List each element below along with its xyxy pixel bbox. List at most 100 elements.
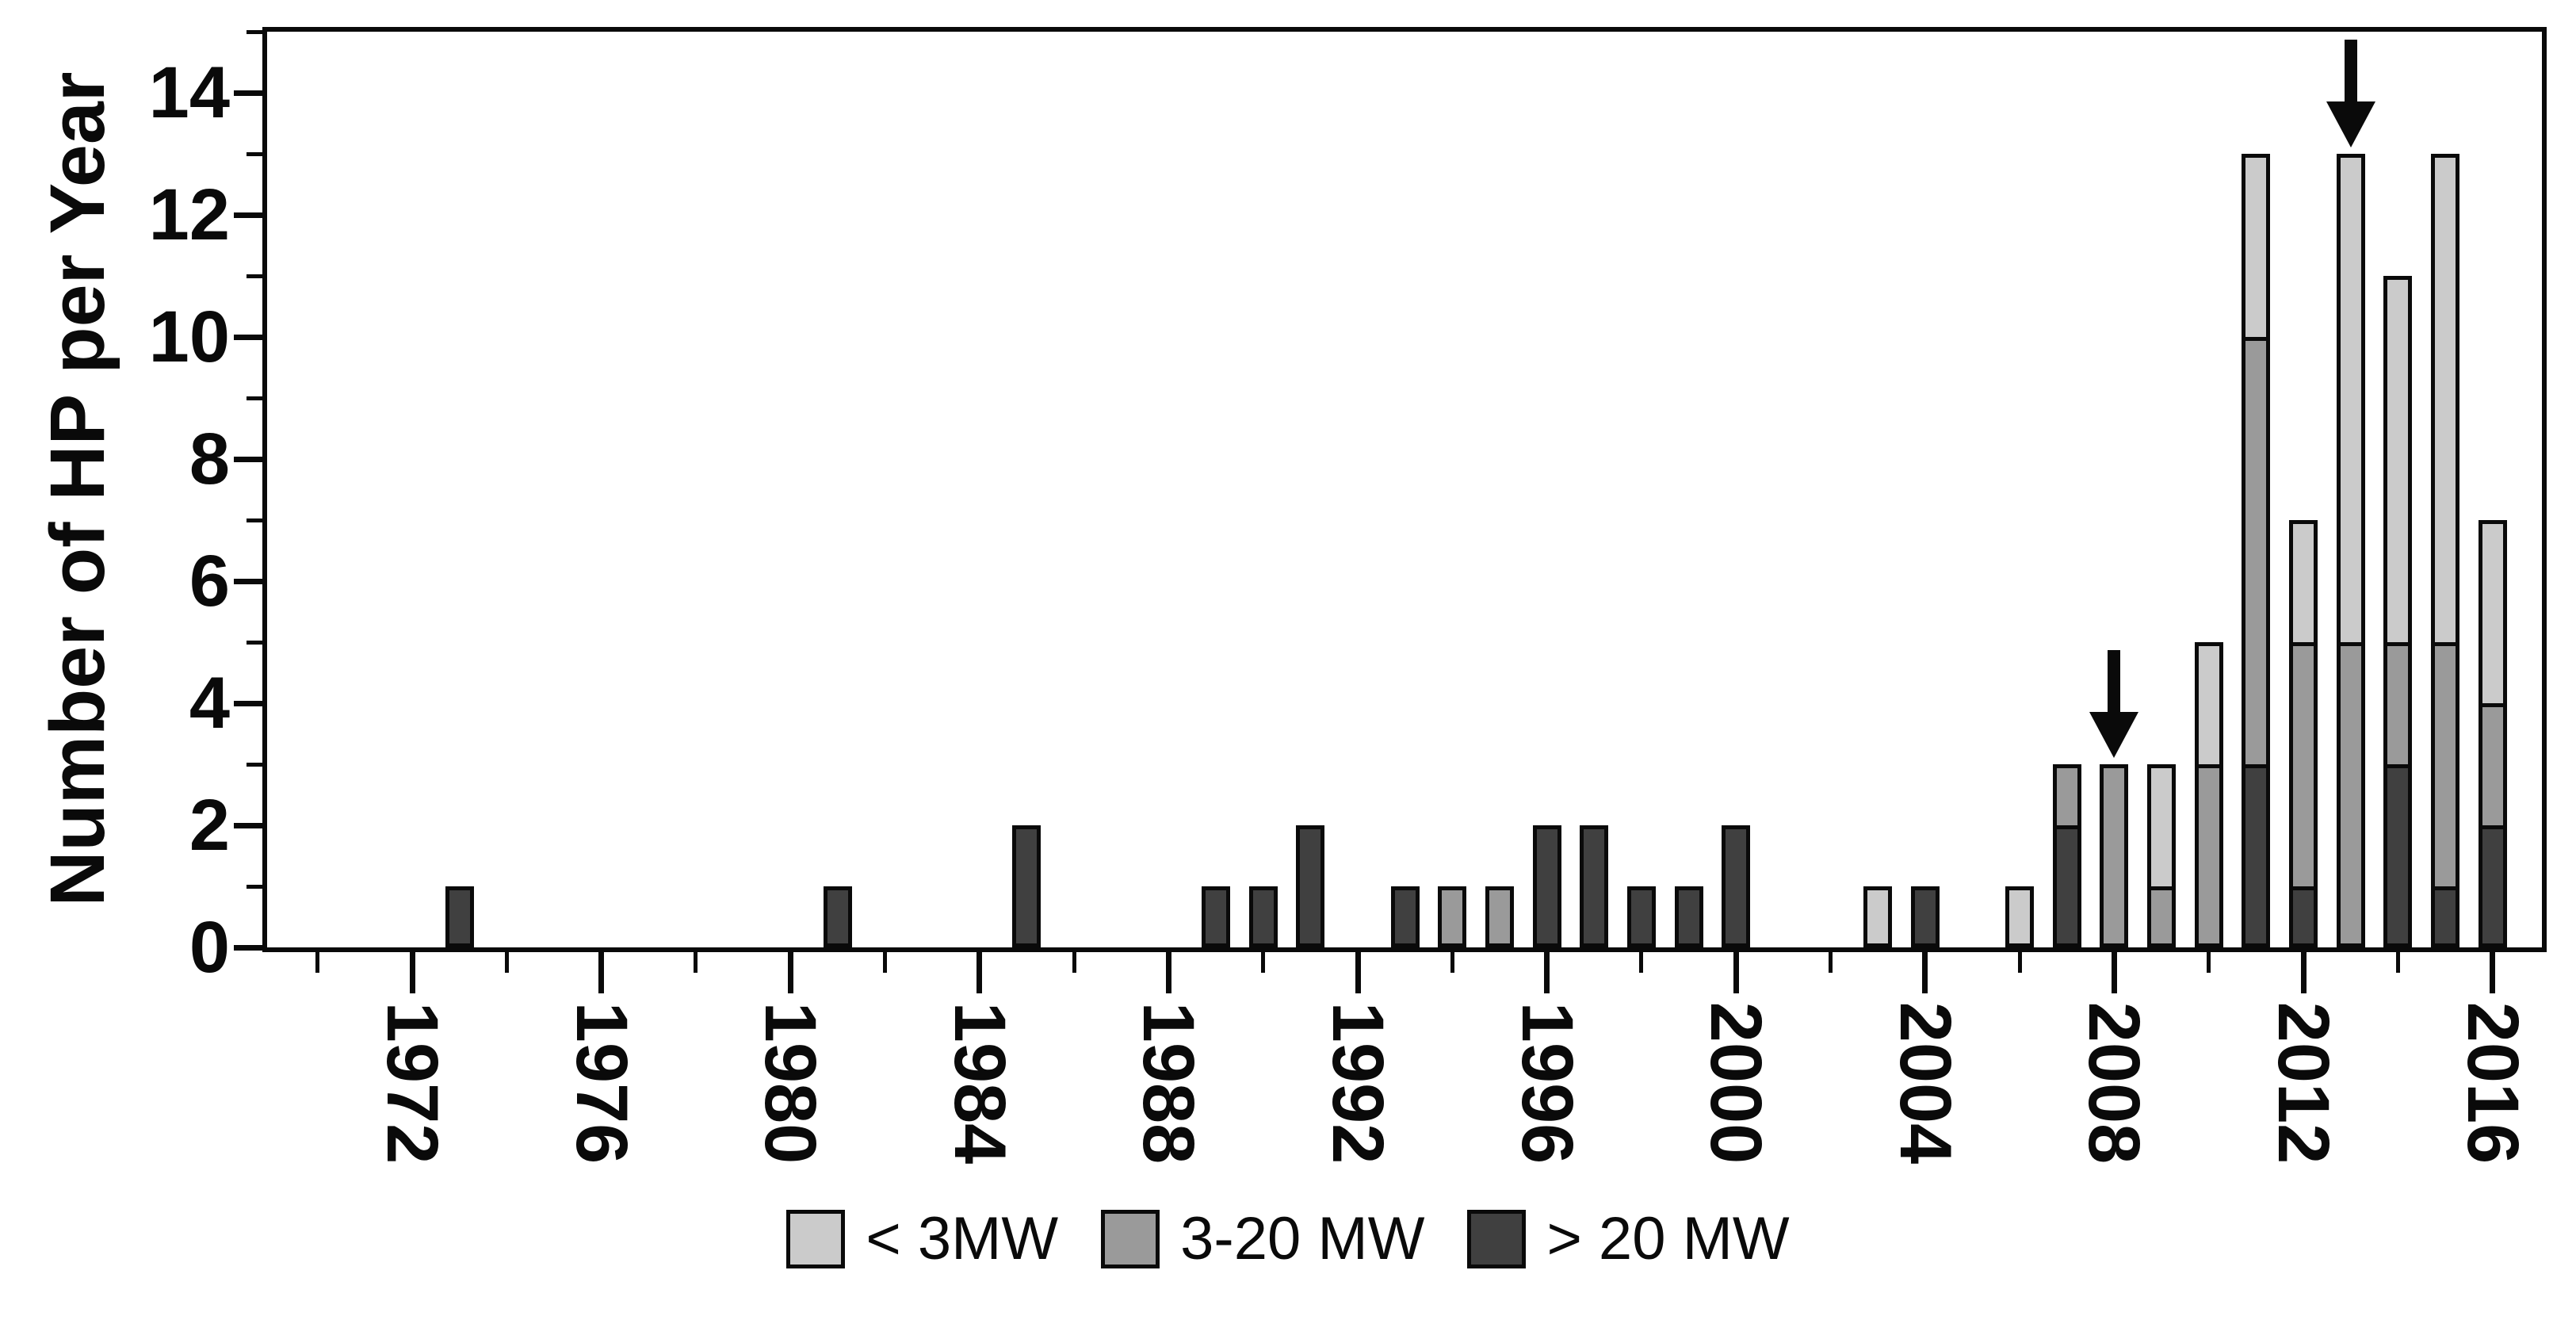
bar-segment-mid (2194, 764, 2223, 947)
bar-segment-gt20 (1626, 886, 1656, 947)
bar-2012 (2289, 32, 2318, 947)
legend-label: < 3MW (866, 1205, 1059, 1272)
y-major-tick (234, 90, 267, 96)
y-tick-label-0: 0 (189, 907, 230, 988)
y-minor-tick (247, 640, 267, 645)
bar-segment-mid (2052, 764, 2081, 829)
x-tick-label-2004: 2004 (1884, 1001, 1966, 1165)
bar-segment-gt20 (823, 886, 852, 947)
down-arrow-2013 (2326, 40, 2376, 147)
bar-segment-gt20 (2430, 886, 2459, 947)
x-tick-label-1992: 1992 (1317, 1001, 1398, 1165)
bar-2011 (2242, 32, 2271, 947)
bar-segment-lt3 (2194, 642, 2223, 768)
bar-segment-mid (2383, 642, 2413, 768)
x-tick-label-2012: 2012 (2263, 1001, 2344, 1165)
bar-segment-mid (2147, 886, 2177, 947)
y-tick-label-12: 12 (148, 174, 230, 255)
y-minor-tick (247, 151, 267, 156)
bar-segment-gt20 (1532, 825, 1561, 947)
bar-segment-gt20 (2242, 764, 2271, 947)
x-minor-tick (694, 949, 698, 973)
bar-segment-mid (2242, 337, 2271, 768)
x-tick-label-1984: 1984 (938, 1001, 1020, 1165)
bar-segment-gt20 (1722, 825, 1751, 947)
x-tick-label-1976: 1976 (560, 1001, 642, 1165)
bar-2013 (2336, 32, 2365, 947)
x-tick-label-2016: 2016 (2452, 1001, 2533, 1165)
bar-1973 (445, 32, 474, 947)
legend-item: 3-20 MW (1101, 1203, 1424, 1275)
bar-segment-mid (2430, 642, 2459, 890)
bar-segment-gt20 (445, 886, 474, 947)
y-tick-label-6: 6 (189, 541, 230, 622)
x-major-tick (1355, 949, 1361, 993)
bar-segment-lt3 (1863, 886, 1893, 947)
bar-segment-gt20 (2052, 825, 2081, 947)
arrow-head (2326, 101, 2375, 147)
arrow-shaft (2108, 650, 2121, 712)
x-major-tick (787, 949, 793, 993)
bar-1998 (1626, 32, 1656, 947)
bar-segment-gt20 (2383, 764, 2413, 947)
bar-1981 (823, 32, 852, 947)
x-major-tick (2300, 949, 2307, 993)
x-tick-label-1980: 1980 (750, 1001, 831, 1165)
x-minor-tick (1072, 949, 1076, 973)
bar-1993 (1390, 32, 1420, 947)
legend-label: > 20 MW (1546, 1205, 1790, 1272)
bar-segment-mid (2100, 764, 2129, 947)
bar-segment-lt3 (2242, 154, 2271, 341)
bar-segment-mid (1485, 886, 1514, 947)
x-minor-tick (2017, 949, 2022, 973)
arrow-shaft (2344, 40, 2357, 101)
bar-1994 (1438, 32, 1467, 947)
x-minor-tick (1639, 949, 1644, 973)
bar-segment-lt3 (2005, 886, 2035, 947)
bar-segment-gt20 (1248, 886, 1278, 947)
bar-1985 (1012, 32, 1041, 947)
bar-1995 (1485, 32, 1514, 947)
bar-segment-lt3 (2430, 154, 2459, 646)
bar-2015 (2430, 32, 2459, 947)
bar-segment-gt20 (2289, 886, 2318, 947)
x-minor-tick (1829, 949, 1833, 973)
x-tick-label-1972: 1972 (372, 1001, 453, 1165)
bar-segment-gt20 (1390, 886, 1420, 947)
legend: < 3MW 3-20 MW > 20 MW (0, 1188, 2576, 1291)
y-minor-tick (247, 884, 267, 889)
y-tick-label-8: 8 (189, 419, 230, 499)
bar-1996 (1532, 32, 1561, 947)
bar-2007 (2052, 32, 2081, 947)
bar-2006 (2005, 32, 2035, 947)
legend-label: 3-20 MW (1180, 1205, 1425, 1272)
x-major-tick (977, 949, 983, 993)
bar-2008 (2100, 32, 2129, 947)
plot-area (262, 27, 2547, 952)
bar-segment-lt3 (2383, 276, 2413, 646)
x-tick-label-1988: 1988 (1128, 1001, 1210, 1165)
x-major-tick (409, 949, 415, 993)
x-major-tick (1544, 949, 1550, 993)
y-tick-label-2: 2 (189, 785, 230, 866)
x-major-tick (598, 949, 605, 993)
bar-segment-lt3 (2478, 520, 2507, 707)
legend-item: < 3MW (786, 1203, 1058, 1275)
x-major-tick (1922, 949, 1928, 993)
bar-segment-gt20 (1580, 825, 1609, 947)
y-minor-tick (247, 274, 267, 278)
bar-1989 (1202, 32, 1231, 947)
y-major-tick (234, 944, 267, 951)
bar-segment-mid (1438, 886, 1467, 947)
y-minor-tick (247, 396, 267, 400)
legend-item: > 20 MW (1467, 1203, 1790, 1275)
bar-segment-lt3 (2147, 764, 2177, 890)
y-minor-tick (247, 762, 267, 767)
x-minor-tick (2395, 949, 2400, 973)
y-tick-label-14: 14 (148, 52, 230, 133)
y-major-tick (234, 700, 267, 706)
bar-1999 (1674, 32, 1703, 947)
bar-2016 (2478, 32, 2507, 947)
y-major-tick (234, 212, 267, 218)
